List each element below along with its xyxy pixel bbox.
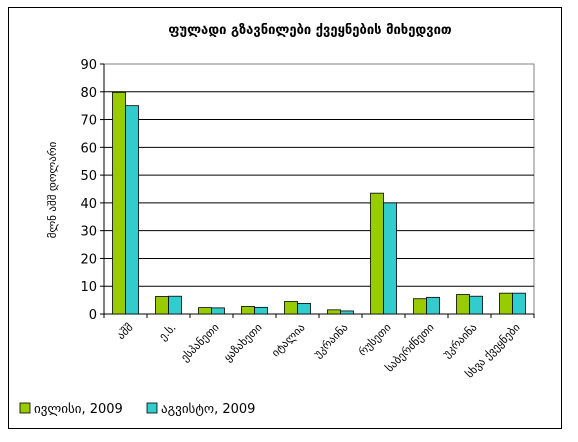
bar-july	[284, 301, 298, 315]
y-tick-label: 40	[80, 197, 97, 212]
y-axis-label: მლნ აშშ დოლარი	[46, 141, 59, 238]
bar-july	[499, 292, 513, 315]
bar-july	[198, 307, 212, 315]
bars	[112, 91, 526, 315]
y-tick-label: 20	[80, 252, 97, 267]
legend: ივლისი, 2009 აგვისტო, 2009	[19, 402, 255, 417]
y-tick-label: 70	[80, 114, 97, 129]
y-tick-label: 90	[80, 58, 97, 73]
y-tick-label: 60	[80, 141, 97, 156]
x-tick-label: იტალია	[269, 321, 308, 360]
bar-july	[241, 306, 255, 315]
x-tick-label: უკრაინა	[440, 321, 480, 361]
x-tick-label: ყაზახეთი	[221, 321, 264, 364]
bar-august	[125, 105, 139, 315]
legend-swatch-august	[146, 402, 158, 414]
legend-label-july: ივლისი, 2009	[34, 402, 123, 417]
bar-july	[112, 91, 126, 315]
bar-july	[413, 298, 427, 315]
x-tick-label: უკრაინა	[311, 321, 351, 361]
bar-august	[211, 307, 225, 315]
y-tick-label: 0	[89, 308, 97, 323]
bar-july	[155, 296, 169, 315]
bar-august	[340, 310, 354, 315]
bar-august	[426, 296, 440, 315]
gridlines	[100, 63, 534, 315]
legend-swatch-july	[19, 402, 31, 414]
bar-august	[469, 295, 483, 315]
x-tick-label: ესპანეთი	[178, 321, 222, 365]
y-tick-label: 50	[80, 169, 97, 184]
plot-area	[103, 63, 535, 315]
y-tick-labels: 0 10 20 30 40 50 60 70 80 90	[80, 58, 97, 323]
x-tick-label: ე.ს.	[156, 321, 178, 343]
bar-july	[456, 294, 470, 315]
y-tick-label: 10	[80, 280, 97, 295]
bar-august	[512, 292, 526, 315]
bar-august	[254, 306, 268, 315]
y-tick-label: 30	[80, 225, 97, 240]
x-tick-label: აშშ	[114, 321, 135, 342]
bar-august	[297, 303, 311, 315]
x-tick-label: რუსეთი	[356, 321, 394, 359]
bar-august	[383, 202, 397, 315]
chart-title: ფულადი გზავნილები ქვეყნების მიხედვით	[168, 23, 452, 38]
y-tick-label: 80	[80, 86, 97, 101]
bar-august	[168, 295, 182, 315]
legend-label-august: აგვისტო, 2009	[161, 402, 255, 417]
bar-july	[370, 192, 384, 315]
bar-july	[327, 309, 341, 315]
x-tick-labels: აშშ ე.ს. ესპანეთი ყაზახეთი იტალია უკრაინა რუსე…	[103, 314, 535, 381]
